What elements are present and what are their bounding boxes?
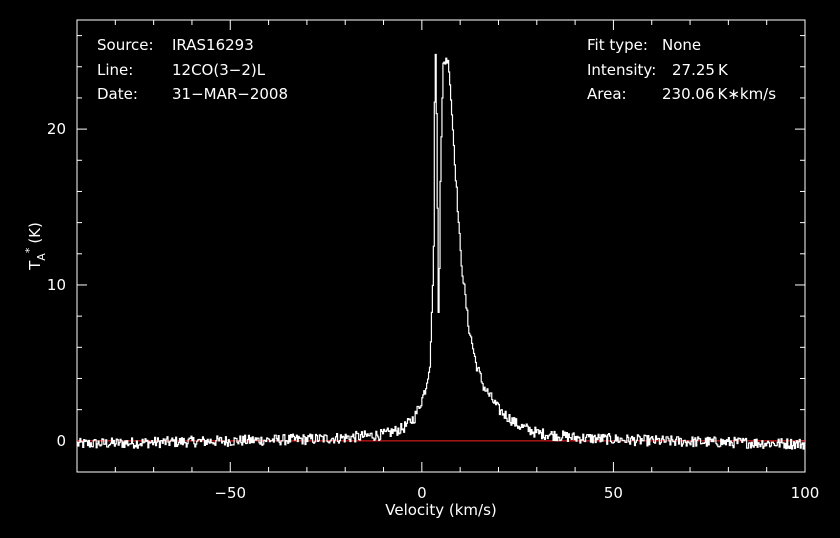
y-axis-label: TA* (K) — [23, 222, 48, 271]
y-axis-symbol: T — [26, 260, 44, 271]
area-value: 230.06 K∗km/s — [662, 85, 776, 103]
plot-frame — [76, 19, 806, 473]
line-value: 12CO(3−2)L — [172, 61, 266, 79]
source-label: Source: — [97, 36, 154, 54]
tick-labels: −50 0 50 100 0 10 20 — [47, 120, 819, 502]
intensity-label: Intensity: — [587, 61, 656, 79]
area-label: Area: — [587, 85, 627, 103]
y-tick-label: 0 — [56, 432, 66, 450]
date-label: Date: — [97, 85, 138, 103]
date-value: 31−MAR−2008 — [172, 85, 288, 103]
y-tick-label: 20 — [47, 120, 66, 138]
source-value: IRAS16293 — [172, 36, 254, 54]
spectrum-line — [77, 53, 806, 450]
x-tick-label: 0 — [417, 484, 427, 502]
x-tick-label: 100 — [791, 484, 820, 502]
y-axis-label-text: TA* (K) — [23, 222, 48, 271]
x-axis-label: Velocity (km/s) — [385, 501, 496, 519]
x-tick-label: −50 — [214, 484, 246, 502]
x-tick-label: 50 — [604, 484, 623, 502]
line-label: Line: — [97, 61, 133, 79]
y-axis-subscript: A — [35, 253, 48, 261]
y-tick-label: 10 — [47, 276, 66, 294]
y-axis-unit: (K) — [26, 222, 44, 244]
fit-type-value: None — [662, 36, 701, 54]
intensity-value: 27.25 K — [672, 61, 729, 79]
y-axis-superscript: * — [23, 247, 36, 253]
fit-type-label: Fit type: — [587, 36, 648, 54]
